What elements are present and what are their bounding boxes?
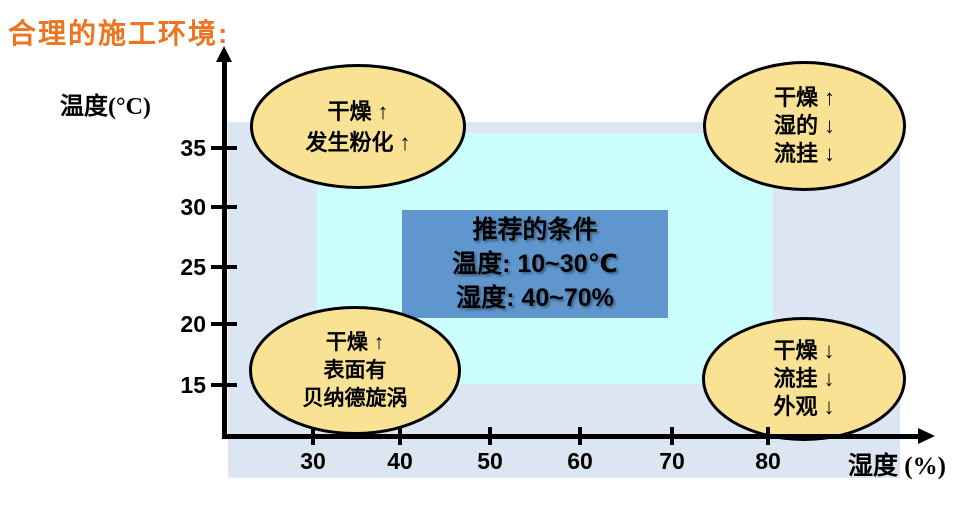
y-tick-mark xyxy=(211,146,237,150)
annotation-line: 干燥 ↑ xyxy=(325,330,385,354)
y-tick-mark xyxy=(211,383,237,387)
x-tick-mark xyxy=(311,427,315,445)
x-tick-mark xyxy=(488,427,492,445)
x-tick-label: 30 xyxy=(300,448,326,474)
y-tick-label: 30 xyxy=(180,194,206,220)
annotation-line: 干燥 ↓ xyxy=(773,338,835,363)
y-tick-label: 20 xyxy=(180,311,206,337)
annotation-line: 发生粉化 ↑ xyxy=(305,129,411,155)
annotation-line: 干燥 ↑ xyxy=(327,98,389,124)
x-tick-label: 60 xyxy=(567,448,593,474)
x-tick-mark xyxy=(766,427,770,445)
annotation-line: 贝纳德旋涡 xyxy=(302,386,408,410)
x-tick-mark xyxy=(398,427,402,445)
annotation-ellipse-top-right: 干燥 ↑ 湿的 ↓ 流挂 ↓ xyxy=(703,61,906,191)
x-tick-label: 80 xyxy=(755,448,781,474)
x-axis xyxy=(222,434,920,439)
annotation-ellipse-bottom-left: 干燥 ↑ 表面有 贝纳德旋涡 xyxy=(249,306,461,435)
y-axis-label: 温度(°C) xyxy=(60,94,151,120)
x-tick-label: 40 xyxy=(387,448,413,474)
annotation-line: 流挂 ↓ xyxy=(773,141,836,166)
x-tick-label: 70 xyxy=(659,448,685,474)
annotation-line: 表面有 xyxy=(323,358,387,382)
y-tick-mark xyxy=(211,322,237,326)
y-tick-label: 35 xyxy=(180,135,206,161)
y-axis-arrowhead-icon xyxy=(216,46,232,62)
recommended-temperature: 温度: 10~30℃ xyxy=(452,250,618,278)
annotation-line: 干燥 ↑ xyxy=(773,85,836,110)
x-axis-label: 湿度 (%) xyxy=(848,453,946,480)
y-tick-mark xyxy=(211,205,237,209)
page-title: 合理的施工环境: xyxy=(8,18,230,49)
y-tick-label: 15 xyxy=(180,372,206,398)
recommended-conditions-box: 推荐的条件 温度: 10~30℃ 湿度: 40~70% xyxy=(402,210,668,318)
annotation-ellipse-top-left: 干燥 ↑ 发生粉化 ↑ xyxy=(250,64,466,189)
y-tick-mark xyxy=(211,265,237,269)
annotation-line: 湿的 ↓ xyxy=(773,113,836,138)
x-tick-label: 50 xyxy=(477,448,503,474)
y-tick-label: 25 xyxy=(180,254,206,280)
annotation-line: 外观 ↓ xyxy=(773,394,835,419)
annotation-ellipse-bottom-right: 干燥 ↓ 流挂 ↓ 外观 ↓ xyxy=(702,317,906,441)
x-axis-arrowhead-icon xyxy=(918,428,935,444)
recommended-humidity: 湿度: 40~70% xyxy=(456,284,614,312)
recommended-title: 推荐的条件 xyxy=(472,216,598,244)
x-tick-mark xyxy=(670,427,674,445)
annotation-line: 流挂 ↓ xyxy=(773,366,835,391)
x-tick-mark xyxy=(578,427,582,445)
y-axis xyxy=(222,60,227,438)
